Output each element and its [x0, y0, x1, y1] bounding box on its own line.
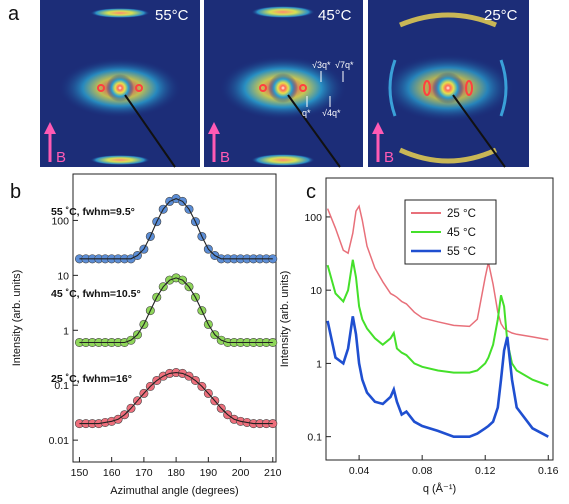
peak-annotation: √4q* — [322, 108, 341, 118]
y-tick-label: 10 — [57, 270, 69, 282]
x-tick-label: 180 — [167, 467, 185, 479]
y-tick-label: 0.01 — [49, 435, 70, 447]
field-label: B — [384, 149, 394, 166]
x-tick-label: 0.12 — [475, 465, 496, 477]
y-tick-label: 1 — [63, 325, 69, 337]
temperature-label: 55°C — [155, 7, 189, 24]
x-tick-label: 190 — [200, 467, 218, 479]
x-tick-label: 0.08 — [412, 465, 433, 477]
series-label: 25 ˚C, fwhm=16° — [51, 373, 132, 385]
y-tick-label: 1 — [316, 358, 322, 370]
data-line — [326, 316, 549, 438]
temperature-label: 25°C — [484, 7, 518, 24]
plot-frame — [72, 173, 277, 463]
x-tick-label: 150 — [71, 467, 89, 479]
temperature-label: 45°C — [318, 7, 352, 24]
series-label: 45 ˚C, fwhm=10.5° — [51, 288, 141, 300]
x-tick-label: 210 — [264, 467, 282, 479]
y-tick-label: 100 — [51, 215, 69, 227]
field-label: B — [220, 149, 230, 166]
scattering-image: 45°C B √3q* √7q* q* √4q* — [204, 0, 363, 168]
plot-frame — [325, 177, 554, 461]
x-axis-label: q (Å⁻¹) — [423, 482, 456, 495]
fit-line — [79, 372, 273, 425]
panel-label: a — [8, 3, 20, 25]
x-axis-label: Azimuthal angle (degrees) — [110, 485, 238, 497]
x-tick-label: 160 — [103, 467, 121, 479]
x-tick-label: 200 — [232, 467, 250, 479]
peak-annotation: √3q* — [312, 60, 331, 70]
series-label: 55 ˚C, fwhm=9.5° — [51, 206, 135, 218]
legend-label: 25 °C — [447, 208, 476, 220]
legend-label: 55 °C — [447, 246, 476, 258]
data-line — [326, 259, 549, 387]
peak-annotation: √7q* — [335, 60, 354, 70]
legend-label: 45 °C — [447, 227, 476, 239]
peak-annotation: q* — [302, 108, 311, 118]
scattering-image: 25°C B — [368, 0, 529, 168]
y-axis-label: Intensity (arb. units) — [11, 270, 23, 367]
y-tick-label: 10 — [310, 285, 322, 297]
y-tick-label: 0.1 — [307, 432, 322, 444]
y-axis-label: Intensity (arb. units) — [279, 271, 291, 368]
y-tick-label: 100 — [304, 212, 322, 224]
panel-label: b — [10, 181, 21, 203]
fit-line — [79, 198, 273, 260]
fit-line — [79, 277, 273, 344]
data-line — [326, 204, 549, 341]
scattering-image: 55°C B — [40, 0, 200, 168]
field-label: B — [56, 149, 66, 166]
panel-label: c — [306, 181, 316, 203]
x-tick-label: 0.04 — [349, 465, 370, 477]
legend: 25 °C 45 °C 55 °C — [404, 199, 497, 265]
x-tick-label: 170 — [135, 467, 153, 479]
x-tick-label: 0.16 — [538, 465, 559, 477]
y-tick-label: 0.1 — [54, 380, 69, 392]
